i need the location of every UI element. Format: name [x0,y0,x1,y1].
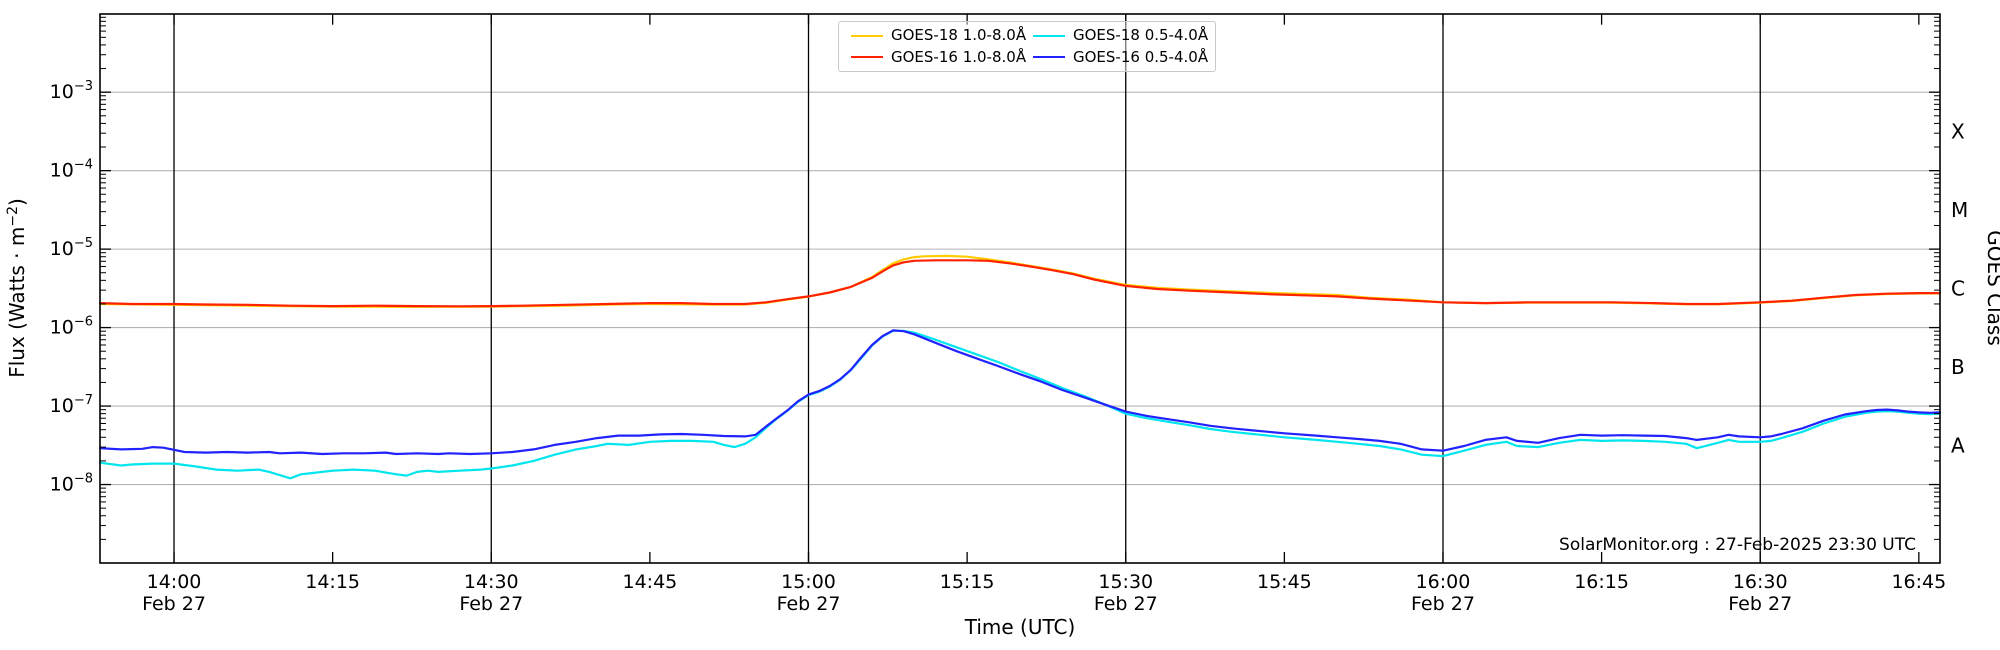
x-tick-label: 16:15 [1574,571,1629,593]
y-axis-title-close: ) [5,198,29,206]
x-tick-date-label: Feb 27 [459,593,523,615]
legend-entry: GOES-18 1.0-8.0Å [845,28,1027,43]
legend-entry: GOES-16 0.5-4.0Å [1027,47,1209,66]
y-axis-title: Flux (Watts · m−2) [5,198,29,378]
legend-label: GOES-16 0.5-4.0Å [1073,47,1209,66]
legend-line-swatch [851,34,883,37]
y-tick-label: 10−8 [50,472,93,496]
y-tick-label: 10−4 [50,158,93,182]
legend-line-swatch [1033,34,1065,37]
series-lines [98,254,1942,480]
x-tick-label: 14:00 [147,571,202,593]
series-goes18-short-line [98,329,1942,480]
goes-class-label: C [1951,276,1965,300]
x-gridlines [173,13,1761,563]
legend-label: GOES-18 1.0-8.0Å [891,26,1027,45]
goes-class-label: X [1951,119,1965,143]
series-goes18-long-line [98,254,1942,308]
y-tick-label: 10−3 [50,79,93,103]
legend-line-swatch [851,56,883,59]
legend-entry: GOES-16 1.0-8.0Å [845,47,1027,66]
series-goes16-short-line [98,329,1942,456]
x-tick-label: 16:30 [1733,571,1788,593]
y-gridlines [100,91,1940,486]
y-axis-title-text: Flux (Watts · m [5,227,29,378]
x-tick-date-label: Feb 27 [1728,593,1792,615]
goes-class-label: M [1951,198,1968,222]
plot-border [99,13,1941,564]
x-tick-date-label: Feb 27 [142,593,206,615]
y-tick-labels: 10−3 10−4 10−5 10−6 10−7 10−8 [50,79,93,495]
x-tick-label: 15:30 [1098,571,1153,593]
x-tick-label: 14:45 [623,571,678,593]
goes-class-labels: X M C B A [1951,119,1968,457]
x-tick-date-label: Feb 27 [1094,593,1158,615]
goes-class-label: A [1951,433,1965,457]
x-tick-label: 14:15 [305,571,360,593]
legend-label: GOES-16 1.0-8.0Å [891,47,1027,66]
x-tick-label: 14:30 [464,571,519,593]
y-tick-label: 10−7 [50,393,93,417]
series-goes16-long-line [98,259,1942,308]
legend-label: GOES-18 0.5-4.0Å [1073,26,1209,45]
y-tick-label: 10−5 [50,236,93,260]
x-tick-label: 15:15 [940,571,995,593]
legend-line-swatch [1033,56,1065,59]
y-tick-label: 10−6 [50,315,93,339]
x-tick-label: 15:00 [781,571,836,593]
x-tick-label: 15:45 [1257,571,1312,593]
attribution-text: SolarMonitor.org : 27-Feb-2025 23:30 UTC [1559,535,1916,555]
x-tick-date-label: Feb 27 [777,593,841,615]
x-tick-label: 16:45 [1891,571,1946,593]
goes-class-label: B [1951,355,1965,379]
x-tick-date-label: Feb 27 [1411,593,1475,615]
legend-box: GOES-18 1.0-8.0Å GOES-16 1.0-8.0Å GOES-18 … [838,21,1216,72]
right-axis-title: GOES Class [1983,230,2000,346]
axis-ticks [100,13,1940,563]
x-tick-label: 16:00 [1416,571,1471,593]
y-axis-title-sup: −2 [5,206,21,227]
legend-entry: GOES-18 0.5-4.0Å [1027,28,1209,43]
x-axis-title: Time (UTC) [964,615,1076,639]
